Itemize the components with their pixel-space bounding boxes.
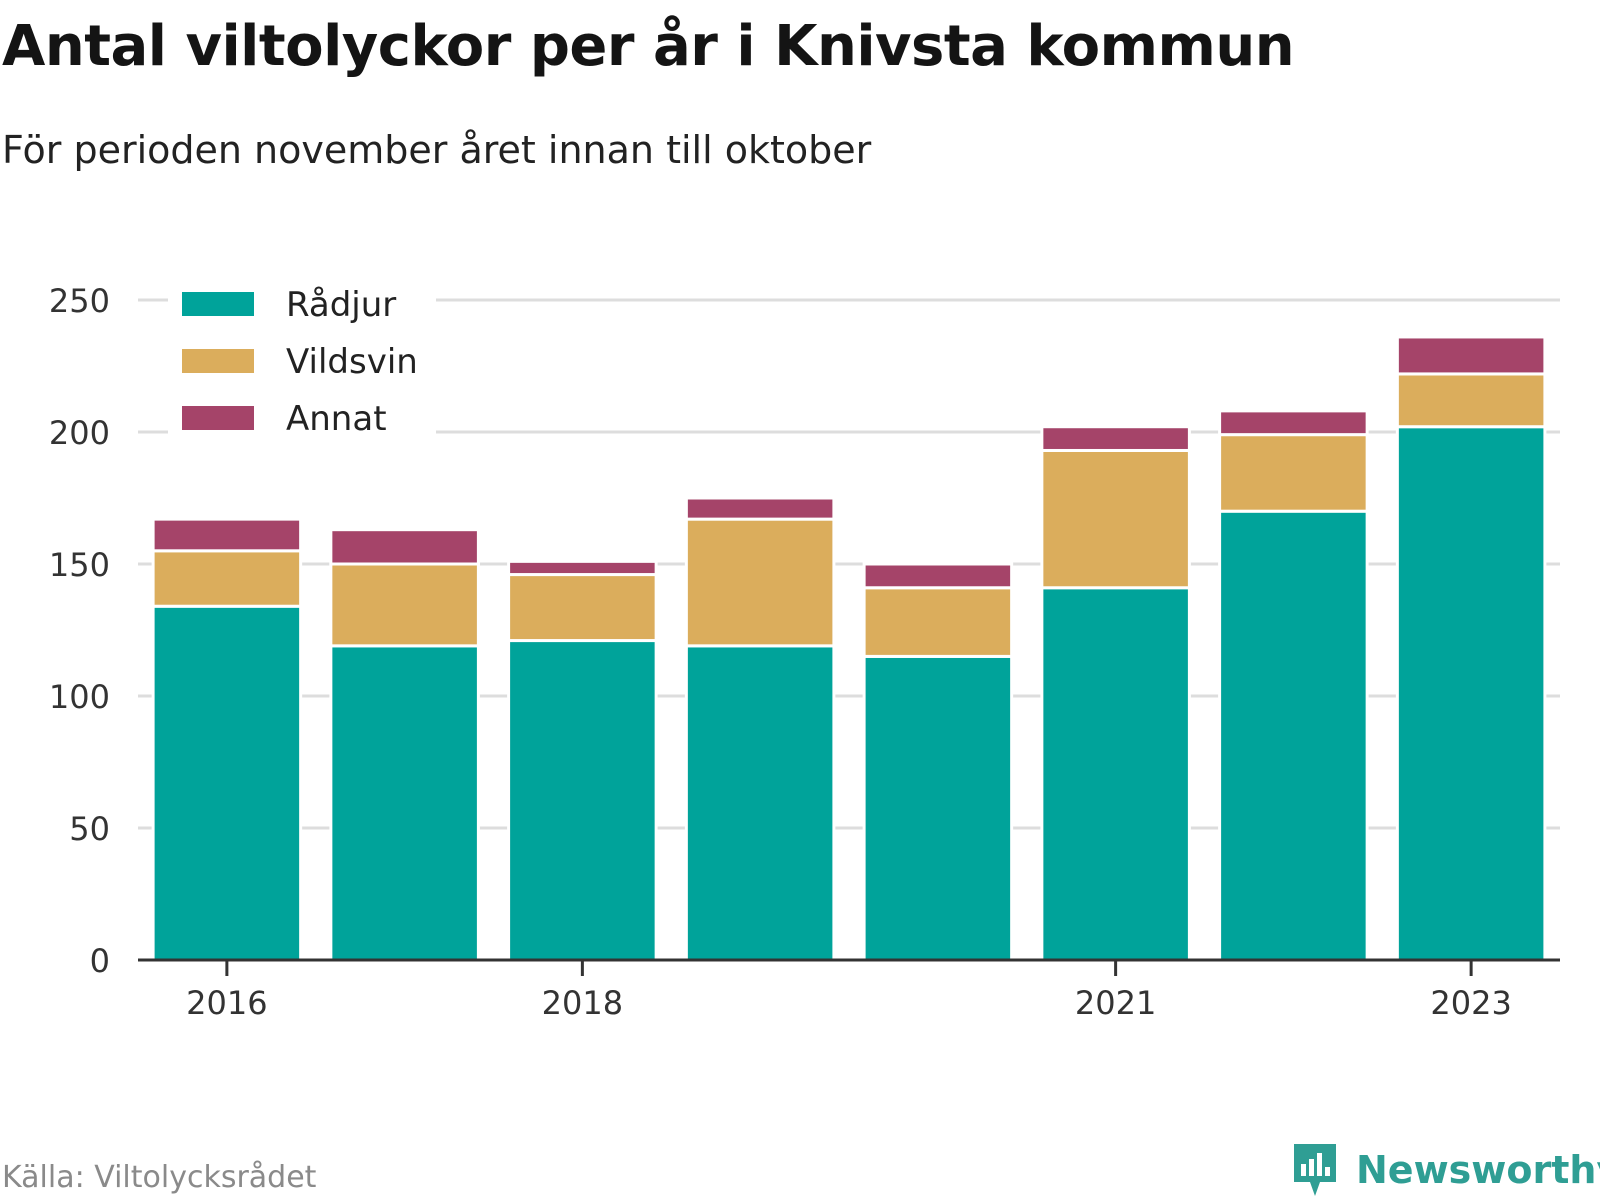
legend: Rådjur Vildsvin Annat bbox=[168, 272, 436, 442]
bar-annat-2020 bbox=[862, 562, 1014, 590]
bar-vildsvin-2016 bbox=[151, 549, 303, 608]
bar-rådjur-2023 bbox=[1395, 425, 1547, 962]
bar-vildsvin-2022 bbox=[1218, 433, 1369, 513]
newsworthy-logo-icon bbox=[1294, 1144, 1336, 1196]
y-tick-label: 150 bbox=[49, 546, 110, 584]
bar-vildsvin-2018 bbox=[507, 573, 658, 643]
brand-logo: Newsworthy bbox=[1290, 1140, 1600, 1200]
brand-name: Newsworthy bbox=[1356, 1148, 1600, 1192]
y-tick-label: 0 bbox=[90, 942, 110, 980]
source-note: Källa: Viltolycksrådet bbox=[2, 1160, 317, 1195]
bar-vildsvin-2019 bbox=[684, 517, 836, 648]
bar-vildsvin-2021 bbox=[1040, 448, 1191, 590]
bar-rådjur-2018 bbox=[507, 639, 658, 962]
bar-vildsvin-2020 bbox=[862, 586, 1014, 658]
bar-vildsvin-2017 bbox=[329, 562, 480, 648]
chart-subtitle: För perioden november året innan till ok… bbox=[2, 128, 872, 172]
bar-rådjur-2020 bbox=[862, 654, 1014, 962]
legend-swatch-annat bbox=[182, 406, 254, 430]
legend-label: Vildsvin bbox=[286, 342, 418, 382]
legend-label: Rådjur bbox=[286, 285, 396, 325]
bar-rådjur-2022 bbox=[1218, 509, 1369, 962]
y-tick-label: 50 bbox=[69, 810, 110, 848]
y-axis-labels: 0 50 100 150 200 250 bbox=[49, 282, 110, 980]
y-tick-label: 200 bbox=[49, 414, 110, 452]
legend-label: Annat bbox=[286, 399, 387, 439]
legend-swatch-rådjur bbox=[182, 292, 254, 316]
x-tick-label: 2021 bbox=[1075, 984, 1156, 1022]
x-tick-label: 2023 bbox=[1430, 984, 1511, 1022]
bar-annat-2019 bbox=[684, 496, 836, 521]
y-tick-label: 250 bbox=[49, 282, 110, 320]
x-axis: 2016 2018 2021 2023 bbox=[138, 958, 1560, 1022]
bar-rådjur-2021 bbox=[1040, 586, 1191, 962]
y-tick-label: 100 bbox=[49, 678, 110, 716]
bar-annat-2023 bbox=[1395, 335, 1547, 376]
bar-annat-2017 bbox=[329, 528, 480, 566]
stacked-bar-chart: 0 50 100 150 200 250 2016 2018 2021 2023 Rådjur V… bbox=[48, 272, 1560, 1022]
x-tick-label: 2016 bbox=[186, 984, 267, 1022]
bar-annat-2016 bbox=[151, 517, 303, 553]
bar-vildsvin-2023 bbox=[1395, 372, 1547, 429]
chart-title: Antal viltolyckor per år i Knivsta kommu… bbox=[2, 14, 1295, 79]
bar-annat-2018 bbox=[507, 559, 658, 577]
bars bbox=[151, 335, 1547, 962]
bar-rådjur-2019 bbox=[684, 644, 836, 962]
legend-swatch-vildsvin bbox=[182, 349, 254, 373]
bar-rådjur-2017 bbox=[329, 644, 480, 962]
bar-annat-2022 bbox=[1218, 409, 1369, 437]
bar-annat-2021 bbox=[1040, 425, 1191, 452]
bar-rådjur-2016 bbox=[151, 604, 303, 962]
x-tick-label: 2018 bbox=[542, 984, 623, 1022]
